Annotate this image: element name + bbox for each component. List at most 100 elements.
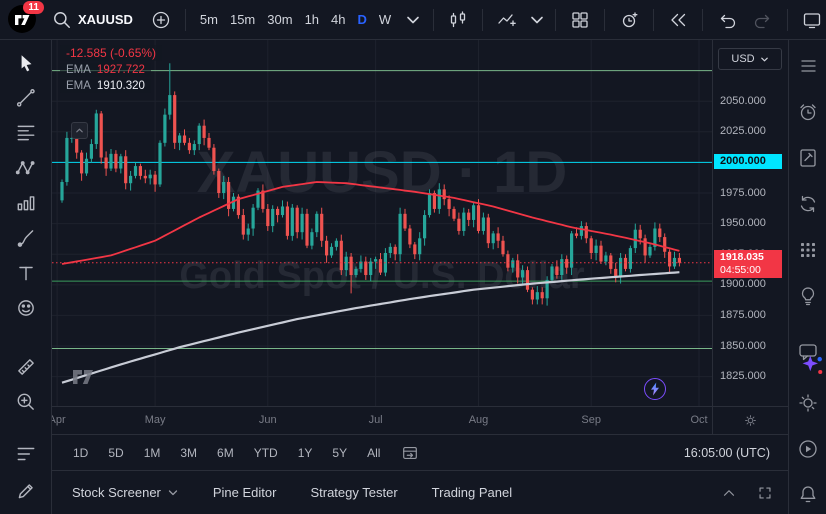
grid-dots-icon[interactable] (796, 238, 820, 262)
tutorial-play-icon[interactable] (796, 437, 820, 461)
range-5y[interactable]: 5Y (332, 445, 348, 460)
range-ytd[interactable]: YTD (253, 445, 278, 460)
range-3m[interactable]: 3M (180, 445, 198, 460)
range-1d[interactable]: 1D (73, 445, 89, 460)
candlestick-style-icon[interactable] (448, 10, 468, 30)
y-tick-1850: 1850.000 (720, 339, 766, 352)
tab-strategy-tester[interactable]: Strategy Tester (310, 485, 398, 500)
app-logo[interactable]: 11 (8, 0, 44, 35)
circular-arrows-icon[interactable] (796, 192, 820, 216)
range-6m[interactable]: 6M (217, 445, 234, 460)
maximize-panel-icon[interactable] (756, 484, 774, 502)
notifications-bell-icon[interactable] (796, 483, 820, 507)
gear-icon (745, 415, 756, 426)
month-apr: Apr (52, 414, 66, 426)
timeframe-switcher: 5m 15m 30m 1h 4h D W (194, 9, 397, 30)
timeframe-15m[interactable]: 15m (229, 12, 256, 27)
chart-legend: -12.585 (-0.65%) EMA 1927.722 EMA 1910.3… (60, 45, 163, 93)
ema-readout[interactable]: EMA 1927.722 (60, 63, 151, 77)
lightning-icon (651, 382, 659, 396)
replay-icon[interactable] (668, 10, 688, 30)
range-5d[interactable]: 5D (108, 445, 124, 460)
timeframe-4h[interactable]: 4h (331, 12, 346, 27)
last-price-label: 1918.035 04:55:00 (714, 249, 782, 278)
fib-retracement-icon[interactable] (15, 122, 37, 144)
chat-button[interactable] (796, 340, 822, 375)
tab-stock-screener[interactable]: Stock Screener (72, 485, 179, 500)
separator (433, 8, 435, 31)
save-layout-icon[interactable] (802, 10, 822, 30)
range-selector: 1D 5D 1M 3M 6M YTD 1Y 5Y All (70, 444, 383, 462)
undo-icon[interactable] (717, 10, 737, 30)
alert-clock-icon[interactable] (619, 10, 639, 30)
tab-pine-editor[interactable]: Pine Editor (212, 485, 277, 500)
add-symbol-icon[interactable] (151, 10, 171, 30)
month-may: May (144, 414, 166, 426)
price-chart[interactable]: XAUUSD · 1D Gold Spot / U.S. Dollar -12.5… (52, 40, 712, 406)
zoom-icon[interactable] (15, 391, 37, 413)
change-value: -12.585 (-0.65%) (66, 46, 157, 60)
watchlist-icon[interactable] (796, 54, 820, 78)
timeframe-5m[interactable]: 5m (199, 12, 218, 27)
emoji-icon[interactable] (15, 297, 37, 319)
rows-icon[interactable] (15, 443, 37, 465)
range-1y[interactable]: 1Y (297, 445, 313, 460)
instant-trading-button[interactable] (644, 378, 666, 400)
last-price-value: 1918.035 (720, 250, 764, 263)
pencil-icon[interactable] (15, 480, 37, 502)
xabcd-pattern-icon[interactable] (15, 157, 37, 179)
timeframe-1h[interactable]: 1h (304, 12, 320, 27)
ruler-icon[interactable] (15, 356, 37, 378)
timeframe-d[interactable]: D (357, 12, 367, 27)
range-1m[interactable]: 1M (143, 445, 161, 460)
level-price-label: 2000.000 (714, 154, 782, 170)
tab-trading-panel[interactable]: Trading Panel (431, 485, 513, 500)
range-all[interactable]: All (367, 445, 381, 460)
separator (482, 8, 484, 31)
clock-utc-label[interactable]: 16:05:00 (UTC) (683, 445, 770, 460)
tradingview-watermark-icon (72, 368, 98, 391)
timeframe-w[interactable]: W (378, 12, 392, 27)
indicators-icon[interactable] (497, 10, 517, 30)
month-aug: Aug (468, 414, 489, 426)
change-readout: -12.585 (-0.65%) (60, 45, 163, 61)
currency-button[interactable]: USD (718, 48, 782, 70)
axis-settings-corner[interactable] (712, 407, 788, 434)
alerts-clock-icon[interactable] (796, 100, 820, 124)
panel-controls (720, 484, 774, 502)
legend-collapse-button[interactable] (71, 122, 88, 139)
go-to-date-icon[interactable] (401, 444, 419, 462)
time-scale[interactable]: Apr May Jun Jul Aug Sep Oct (52, 407, 712, 434)
text-tool-icon[interactable] (15, 262, 37, 284)
chevron-up-icon[interactable] (720, 484, 738, 502)
symbol-search[interactable]: XAUUSD (44, 10, 141, 30)
y-tick-1950: 1950.000 (720, 217, 766, 230)
right-sidebar (788, 40, 826, 514)
separator (184, 8, 186, 31)
date-range-toolbar: 1D 5D 1M 3M 6M YTD 1Y 5Y All 16:05:00 (UTC) (52, 434, 788, 470)
journal-icon[interactable] (796, 146, 820, 170)
idea-bulb-icon[interactable] (796, 284, 820, 308)
chevron-down-icon[interactable] (403, 10, 423, 30)
month-oct: Oct (690, 414, 708, 426)
drawing-toolbar (0, 40, 52, 514)
notification-count-badge[interactable]: 11 (23, 0, 44, 14)
layout-grid-icon[interactable] (570, 10, 590, 30)
cursor-icon[interactable] (15, 52, 37, 74)
redo-icon[interactable] (753, 10, 773, 30)
brush-icon[interactable] (15, 227, 37, 249)
top-toolbar: 11 XAUUSD 5m 15m 30m 1h 4h D W (0, 0, 826, 40)
price-scale[interactable]: USD 2050.000 2025.000 2000.000 1975.000 1950… (712, 40, 788, 406)
forecast-bars-icon[interactable] (15, 192, 37, 214)
month-jun: Jun (258, 414, 277, 426)
ema-value: 1910.320 (96, 80, 145, 92)
lightbulb-rays-icon[interactable] (796, 391, 820, 415)
y-tick-2050: 2050.000 (720, 94, 766, 107)
separator (604, 8, 606, 31)
trend-line-icon[interactable] (15, 87, 37, 109)
chevron-down-icon[interactable] (527, 10, 547, 30)
ema-readout[interactable]: EMA 1910.320 (60, 79, 151, 93)
timeframe-30m[interactable]: 30m (267, 12, 293, 27)
